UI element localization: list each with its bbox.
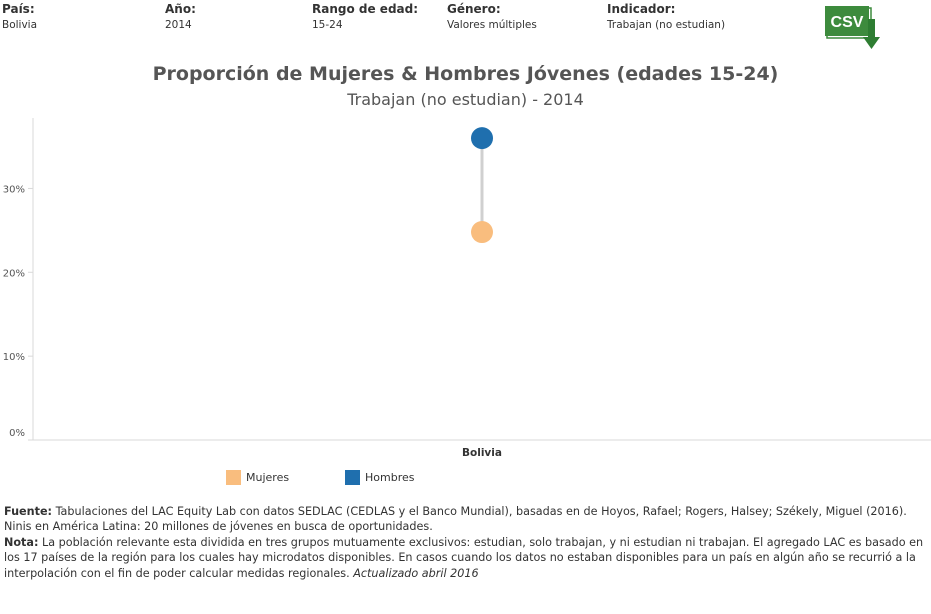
footer-nota-text: La población relevante esta dividida en … [4,536,924,580]
csv-button-label: CSV [831,14,864,31]
legend-label-hombres: Hombres [365,471,415,484]
x-tick-labels: Bolivia [462,447,502,459]
filter-indicador-value[interactable]: Trabajan (no estudian) [607,19,726,31]
filter-pais-label: País: [2,2,35,16]
chart-marks [471,127,493,244]
chart-subtitle: Trabajan (no estudian) - 2014 [347,90,584,109]
legend-label-mujeres: Mujeres [246,471,290,484]
filter-rango-edad-label: Rango de edad: [312,2,419,16]
filter-pais[interactable]: País: Bolivia [2,2,37,33]
legend-item-hombres[interactable]: Hombres [345,470,414,485]
csv-download-icon: CSV [825,6,880,49]
csv-icon-body [825,6,869,36]
filter-anio-label: Año: [165,2,196,16]
download-arrow-icon [863,37,880,49]
y-tick-label-10: 10% [3,352,25,363]
legend-swatch-hombres [345,470,360,485]
filter-genero-value[interactable]: Valores múltiples [447,19,537,31]
filter-indicador-label: Indicador: [607,2,676,16]
dot-hombres-bolivia [471,127,493,150]
footer-fuente: Fuente: Tabulaciones del LAC Equity Lab … [4,504,924,535]
y-tick-label-30: 30% [3,184,25,195]
chart-area: 0% 10% 20% 30% Bolivia [3,118,931,459]
filter-indicador[interactable]: Indicador: Trabajan (no estudian) [607,2,725,33]
filter-genero-label: Género: [447,2,501,16]
footer-nota: Nota: La población relevante esta dividi… [4,535,924,581]
filter-genero[interactable]: Género: Valores múltiples [447,2,537,33]
footer-nota-label: Nota: [4,536,39,549]
x-tick-label-bolivia: Bolivia [462,447,502,459]
filter-anio-value[interactable]: 2014 [165,19,192,31]
footer-fuente-text: Tabulaciones del LAC Equity Lab con dato… [4,505,907,534]
filter-rango-edad-value[interactable]: 15-24 [312,19,343,31]
filter-anio[interactable]: Año: 2014 [165,2,196,33]
y-tick-labels: 0% 10% 20% 30% [3,184,33,441]
dot-mujeres-bolivia [471,221,493,244]
filter-rango-edad[interactable]: Rango de edad: 15-24 [312,2,418,33]
legend-swatch-mujeres [226,470,241,485]
footer-fuente-label: Fuente: [4,505,53,518]
csv-download-button[interactable]: CSV [824,5,884,51]
y-tick-label-20: 20% [3,268,25,279]
y-tick-label-0: 0% [9,428,25,439]
footer-updated: Actualizado abril 2016 [353,566,479,580]
filter-pais-value[interactable]: Bolivia [2,19,38,31]
legend-item-mujeres[interactable]: Mujeres [226,470,289,485]
chart-title: Proporción de Mujeres & Hombres Jóvenes … [152,63,779,85]
